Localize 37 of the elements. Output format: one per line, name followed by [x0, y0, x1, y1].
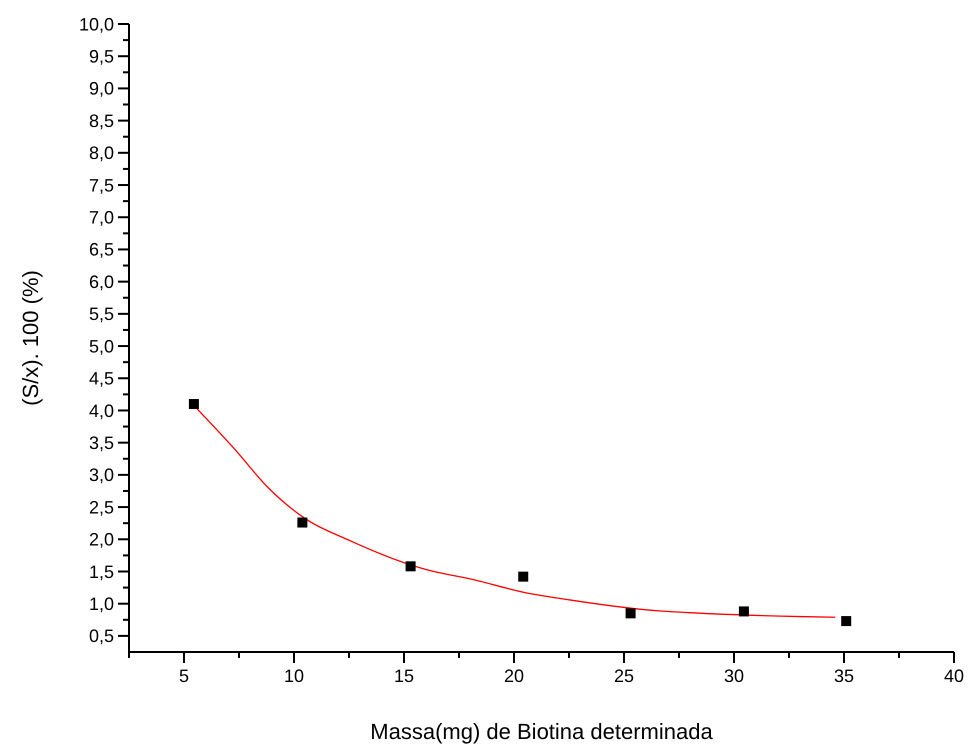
- y-tick-label: 6,5: [88, 240, 114, 260]
- x-tick-label: 10: [284, 666, 304, 686]
- y-tick-label: 1,5: [88, 562, 114, 582]
- y-tick-label: 8,5: [88, 110, 114, 131]
- y-tick-label: 5,5: [88, 304, 114, 324]
- x-tick-label: 25: [614, 666, 634, 686]
- y-axis-title: (S/x). 100 (%): [18, 270, 43, 406]
- point: [626, 608, 636, 618]
- point: [841, 616, 852, 626]
- y-tick-label: 10,0: [78, 14, 114, 34]
- point: [297, 518, 308, 528]
- y-tick-label: 3,5: [88, 432, 114, 453]
- y-tick-label: 5,0: [88, 336, 114, 356]
- y-tick-label: 9,0: [88, 78, 114, 99]
- y-tick-label: 0,5: [88, 626, 114, 646]
- point: [518, 572, 528, 582]
- x-tick-label: 20: [504, 666, 524, 686]
- y-tick-label: 3,0: [88, 465, 114, 486]
- x-tick-label: 30: [724, 666, 744, 686]
- point: [188, 399, 199, 410]
- y-tick-label: 1,0: [88, 594, 114, 614]
- y-tick-label: 9,5: [88, 46, 114, 67]
- x-tick-label: 5: [178, 666, 190, 686]
- y-tick-label: 6,0: [88, 272, 114, 292]
- x-tick-label: 15: [394, 666, 414, 686]
- point: [738, 606, 749, 616]
- y-tick-label: 2,5: [88, 497, 114, 518]
- y-tick-label: 8,0: [88, 143, 114, 164]
- y-tick-label: 7,5: [88, 175, 114, 196]
- y-tick-label: 2,0: [88, 530, 114, 550]
- x-axis-title: Massa(mg) de Biotina determinada: [370, 719, 714, 744]
- y-tick-label: 4,0: [88, 400, 114, 421]
- point: [406, 561, 416, 572]
- x-tick-label: 35: [834, 666, 854, 686]
- y-tick-label: 4,5: [88, 368, 114, 389]
- x-tick-label: 40: [944, 666, 964, 686]
- y-tick-label: 7,0: [88, 208, 114, 228]
